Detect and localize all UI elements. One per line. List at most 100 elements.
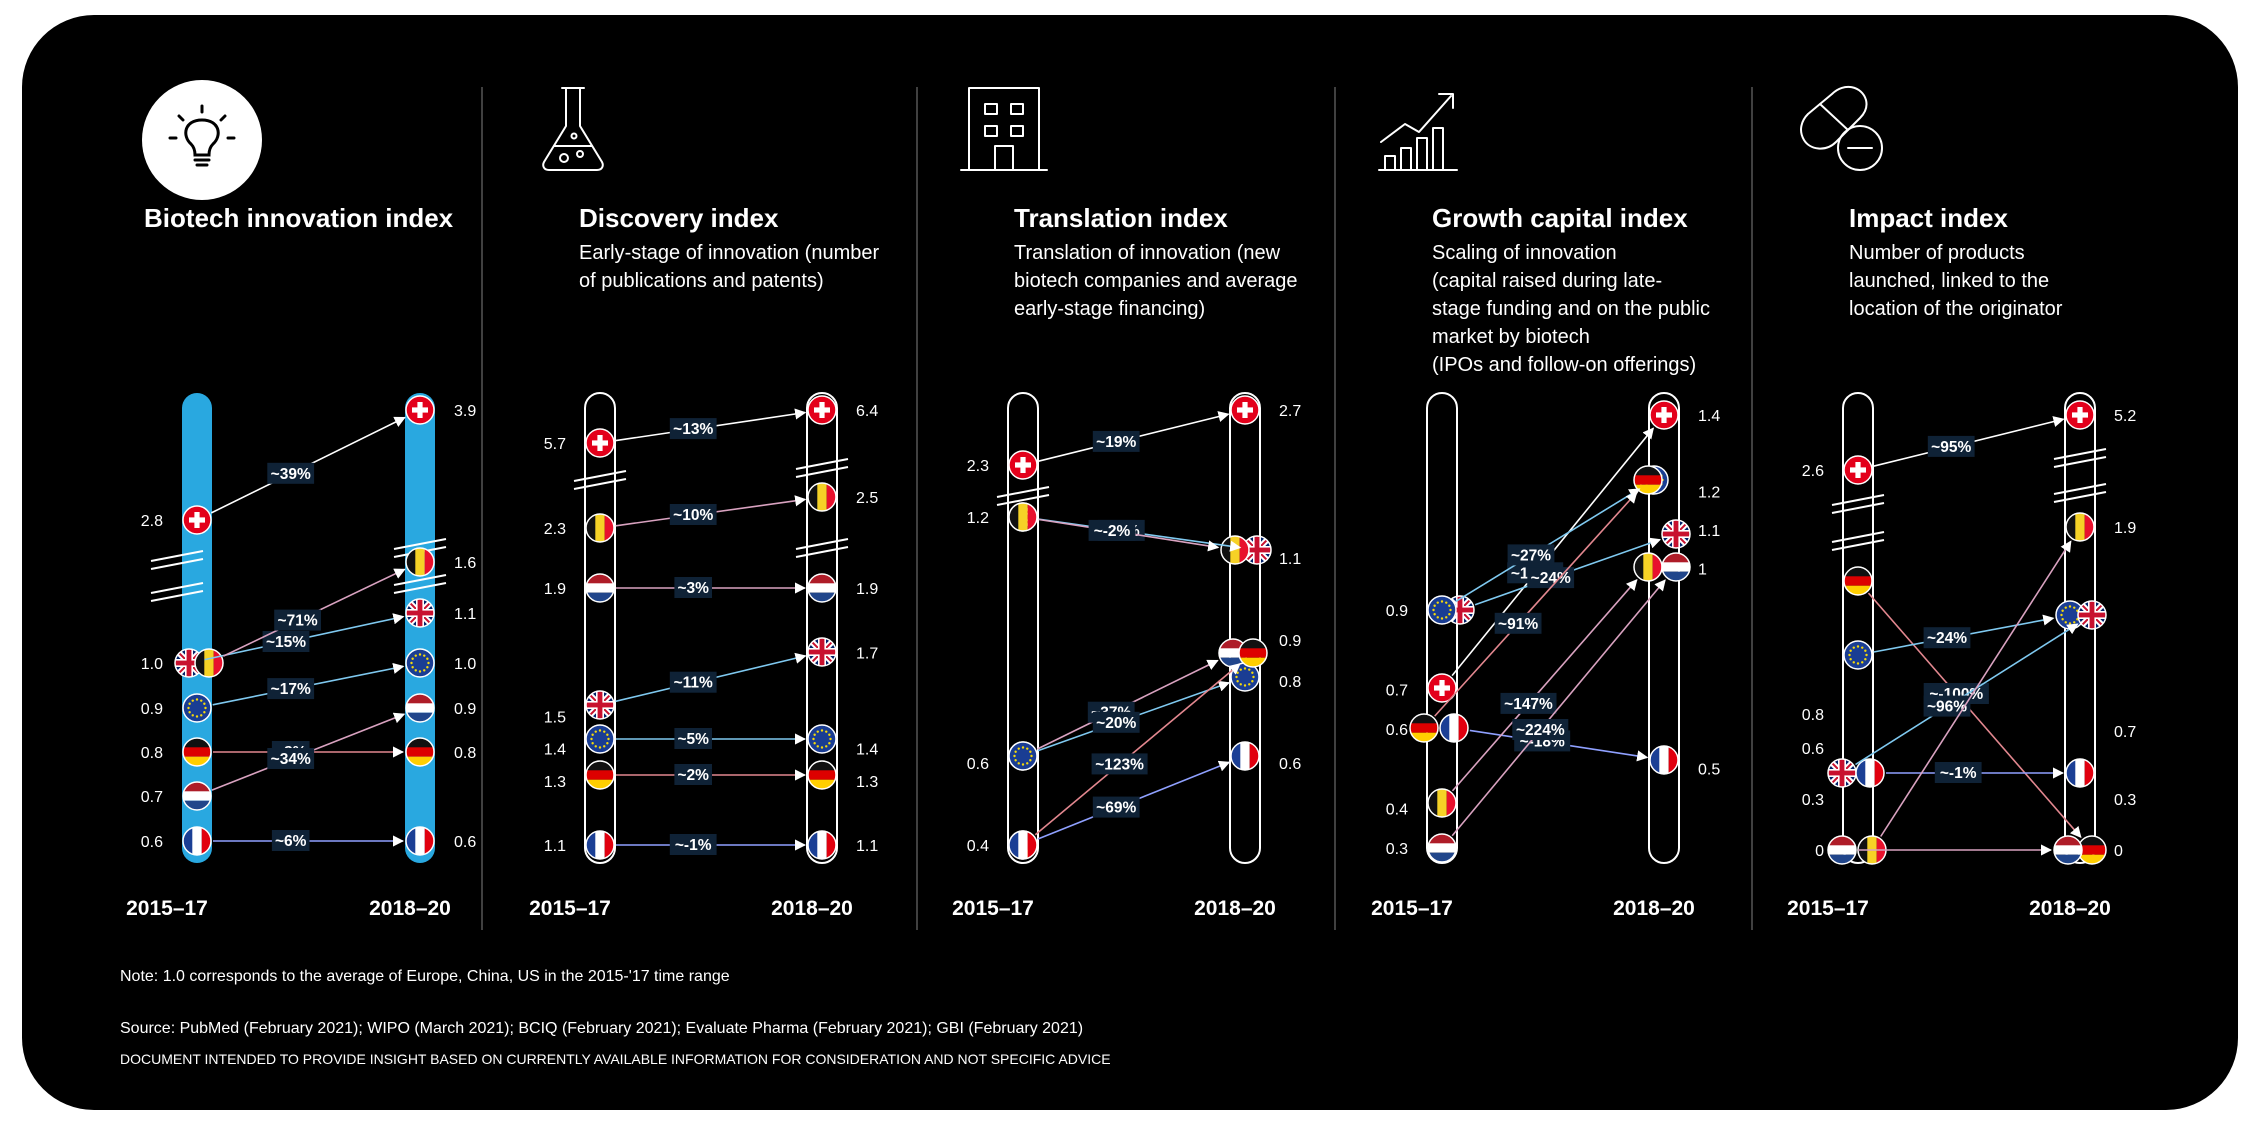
flag-europe-icon — [585, 724, 615, 754]
value-label-left: 0.6 — [967, 756, 989, 773]
change-label: ~-2% — [1088, 519, 1136, 541]
change-value: ~224% — [1516, 722, 1565, 739]
value-label-right: 0.6 — [1279, 756, 1301, 773]
axis-break — [573, 470, 627, 490]
change-value: ~71% — [278, 613, 318, 630]
change-value: ~5% — [677, 731, 709, 748]
flag-switzerland-icon — [1649, 400, 1679, 430]
value-label-right: 0.8 — [1279, 674, 1301, 691]
flag-switzerland-icon — [182, 505, 212, 535]
axis-2018-20 — [1648, 392, 1680, 864]
flag-france-icon — [182, 826, 212, 856]
change-value: ~24% — [1531, 570, 1571, 587]
value-label-right: 1.7 — [856, 645, 878, 662]
connector-de — [1434, 491, 1638, 717]
change-value: ~19% — [1096, 434, 1136, 451]
value-label-right: 0.9 — [454, 701, 476, 718]
panel-subtitle: launched, linked to the — [1849, 270, 2049, 292]
panel-title: Translation index — [1014, 203, 1228, 233]
flag-belgium-icon — [585, 513, 615, 543]
change-label: ~3% — [674, 577, 712, 598]
flag-switzerland-icon — [2065, 400, 2095, 430]
change-label: ~17% — [267, 678, 315, 700]
flag-france-icon — [2065, 758, 2095, 788]
flag-belgium-icon — [1008, 502, 1038, 532]
period-label: 2015–17 — [1371, 897, 1453, 920]
value-label-right: 1.6 — [454, 555, 476, 572]
flag-united-kingdom-icon — [585, 690, 615, 720]
flag-belgium-icon — [194, 648, 224, 678]
value-label-left: 0.9 — [1386, 603, 1408, 620]
disclaimer: DOCUMENT INTENDED TO PROVIDE INSIGHT BAS… — [120, 1051, 1111, 1067]
value-label-right: 6.4 — [856, 403, 878, 420]
value-label-right: 0.3 — [2114, 792, 2136, 809]
flag-germany-icon — [182, 737, 212, 767]
change-value: ~24% — [1927, 630, 1967, 647]
value-label-left: 0.6 — [1386, 722, 1408, 739]
flag-netherlands-icon — [182, 781, 212, 811]
flag-europe-icon — [807, 724, 837, 754]
value-label-right: 0.9 — [1279, 633, 1301, 650]
flag-switzerland-icon — [1843, 455, 1873, 485]
axis-break — [150, 582, 204, 602]
flag-france-icon — [1855, 758, 1885, 788]
change-label: ~5% — [674, 728, 712, 749]
value-label-left: 2.8 — [141, 513, 163, 530]
change-value: ~91% — [1498, 616, 1538, 633]
footer: Note: 1.0 corresponds to the average of … — [120, 968, 1111, 1067]
flag-united-kingdom-icon — [1827, 758, 1857, 788]
value-label-right: 3.9 — [454, 403, 476, 420]
value-label-right: 1.4 — [856, 742, 878, 759]
value-label-left: 5.7 — [544, 436, 566, 453]
value-label-left: 0 — [1815, 843, 1824, 860]
connector-nl — [1451, 579, 1666, 837]
change-value: ~95% — [1931, 439, 1971, 456]
change-label: ~13% — [669, 418, 717, 440]
pill-icon — [1800, 85, 1883, 171]
change-label: ~15% — [262, 631, 310, 652]
change-label: ~71% — [274, 609, 321, 631]
panel-title: Impact index — [1849, 203, 2008, 233]
flag-united-kingdom-icon — [1661, 519, 1691, 549]
value-label-right: 1.1 — [454, 606, 476, 623]
flag-france-icon — [807, 830, 837, 860]
axis-break — [1831, 531, 1885, 551]
flag-switzerland-icon — [807, 395, 837, 425]
flag-europe-icon — [182, 693, 212, 723]
connector-be — [1880, 540, 2072, 837]
value-label-right: 1.0 — [454, 656, 476, 673]
flag-belgium-icon — [807, 482, 837, 512]
infographic-card: Biotech innovation index 2015–17 2018–20 2.… — [22, 15, 2238, 1110]
value-label-left: 0.7 — [1386, 682, 1408, 699]
change-value: ~13% — [673, 421, 713, 438]
change-label: ~34% — [267, 748, 315, 769]
value-label-left: 0.3 — [1386, 841, 1408, 858]
flag-switzerland-icon — [1008, 450, 1038, 480]
connector-de — [1034, 663, 1241, 836]
value-label-right: 0.8 — [454, 745, 476, 762]
flag-netherlands-icon — [585, 573, 615, 603]
connector-be — [1451, 578, 1638, 792]
flag-germany-icon — [1409, 713, 1439, 743]
change-label: ~95% — [1927, 435, 1975, 457]
change-value: ~3% — [677, 580, 709, 597]
flag-france-icon — [585, 830, 615, 860]
flag-belgium-icon — [1220, 535, 1250, 565]
change-value: ~2% — [677, 767, 709, 784]
axis-break — [2053, 483, 2107, 503]
change-value: ~-1% — [1940, 765, 1977, 782]
panel-translation-index: Translation index Translation of innovati… — [916, 87, 1301, 930]
period-label: 2018–20 — [771, 897, 853, 920]
change-value: ~39% — [271, 466, 311, 483]
panel-title: Biotech innovation index — [144, 203, 454, 233]
flag-germany-icon — [807, 760, 837, 790]
change-label: ~224% — [1512, 719, 1569, 740]
change-label: ~27% — [1507, 544, 1555, 566]
value-label-left: 0.8 — [141, 745, 163, 762]
change-label: ~20% — [1092, 711, 1140, 733]
period-label: 2018–20 — [369, 897, 451, 920]
change-label: ~24% — [1923, 627, 1971, 649]
axis-break — [2053, 448, 2107, 468]
value-label-left: 1.0 — [141, 656, 163, 673]
value-label-left: 0.6 — [1802, 741, 1824, 758]
